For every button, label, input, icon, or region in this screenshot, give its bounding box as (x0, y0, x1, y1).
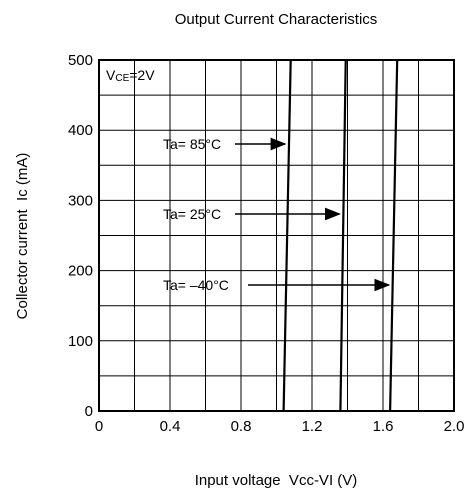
y-tick-labels: 0 100 200 300 400 500 (68, 52, 93, 420)
y-tick-label: 300 (68, 192, 93, 209)
y-axis-label: Collector current Ic (mA) (14, 153, 31, 320)
series-annotations: Ta= 85°C Ta= 25°C Ta= –40°C (163, 136, 391, 293)
x-tick-label: 0.8 (231, 418, 252, 435)
series-label: Ta= –40°C (163, 277, 229, 293)
y-tick-label: 500 (68, 52, 93, 69)
y-tick-label: 100 (68, 333, 93, 350)
series-label: Ta= 85°C (163, 136, 221, 152)
grid (99, 60, 454, 411)
x-tick-label: 1.6 (373, 418, 394, 435)
y-tick-label: 400 (68, 122, 93, 139)
series-lines (282, 59, 399, 412)
x-tick-labels: 0 0.4 0.8 1.2 1.6 2.0 (95, 418, 465, 435)
series-line (389, 59, 399, 412)
series-line (339, 59, 347, 412)
x-tick-label: 0.4 (160, 418, 181, 435)
condition-label: VCE=2V (106, 67, 155, 84)
y-tick-label: 200 (68, 263, 93, 280)
series-label: Ta= 25°C (163, 206, 221, 222)
series-line (282, 59, 292, 412)
x-axis-label: Input voltage Vcc-VI (V) (195, 472, 358, 489)
plot-frame (98, 59, 455, 412)
x-tick-label: 0 (95, 418, 103, 435)
chart-title: Output Current Characteristics (175, 11, 378, 28)
y-tick-label: 0 (85, 403, 93, 420)
x-tick-label: 1.2 (302, 418, 323, 435)
x-tick-label: 2.0 (444, 418, 465, 435)
